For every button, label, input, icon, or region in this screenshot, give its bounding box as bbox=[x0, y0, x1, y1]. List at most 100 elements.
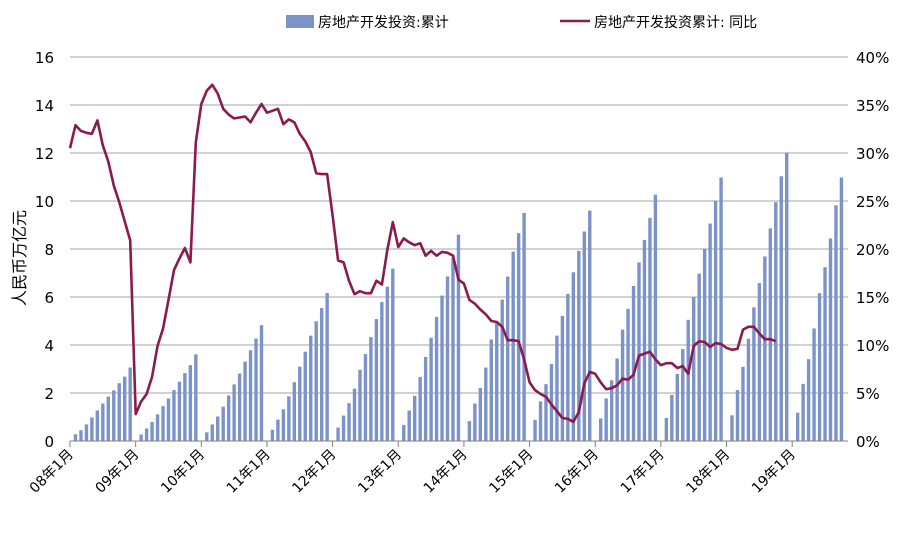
bar bbox=[254, 338, 258, 441]
bar bbox=[620, 329, 625, 441]
x-tick-label: 19年1月 bbox=[749, 447, 799, 497]
bar bbox=[505, 276, 510, 441]
bar bbox=[708, 223, 712, 441]
bar-series bbox=[73, 152, 844, 442]
bar bbox=[555, 335, 559, 441]
bar bbox=[73, 434, 78, 441]
bar bbox=[166, 398, 171, 441]
bar bbox=[533, 419, 537, 441]
x-tick-label: 16年1月 bbox=[552, 447, 602, 497]
x-tick-label: 13年1月 bbox=[355, 447, 405, 497]
bar bbox=[407, 410, 411, 441]
y-tick-label-right: 0% bbox=[856, 433, 880, 451]
bar bbox=[221, 406, 225, 441]
bar bbox=[538, 401, 543, 441]
bar bbox=[637, 262, 641, 441]
y-axis-label-left: 人民币万亿元 bbox=[10, 210, 29, 306]
bar bbox=[697, 273, 701, 441]
x-tick-label: 11年1月 bbox=[224, 447, 274, 497]
y-tick-label-right: 25% bbox=[856, 193, 889, 211]
bar bbox=[768, 228, 773, 441]
bar bbox=[664, 417, 669, 441]
bar bbox=[380, 302, 384, 441]
bar bbox=[347, 403, 351, 441]
bar bbox=[675, 374, 679, 441]
bar bbox=[319, 308, 324, 441]
legend: 房地产开发投资:累计 房地产开发投资累计: 同比 bbox=[286, 15, 757, 31]
y-tick-label-left: 14 bbox=[35, 97, 54, 115]
bar bbox=[795, 412, 800, 441]
y-tick-label-right: 5% bbox=[856, 385, 880, 403]
bar bbox=[292, 382, 297, 441]
bar bbox=[686, 319, 690, 441]
bar bbox=[341, 415, 346, 441]
bar bbox=[139, 434, 143, 441]
bar bbox=[812, 328, 816, 441]
bar bbox=[588, 210, 592, 441]
bar bbox=[489, 339, 493, 441]
y-tick-label-right: 10% bbox=[856, 337, 889, 355]
bar bbox=[374, 319, 379, 441]
legend-line-label: 房地产开发投资累计: 同比 bbox=[594, 15, 757, 31]
bar bbox=[440, 295, 444, 441]
yoy-line bbox=[68, 83, 777, 424]
y-tick-label-left: 12 bbox=[35, 145, 54, 163]
bar bbox=[205, 432, 209, 441]
bar bbox=[774, 202, 778, 441]
bar bbox=[352, 388, 357, 441]
right-axis-ticks: 0% 5% 10% 15% 20% 25% 30% 35% 40% bbox=[856, 49, 889, 451]
x-axis-ticks: 08年1月 09年1月 10年1月 11年1月 12年1月 13年1月 14年1月 15年1月… bbox=[27, 447, 799, 497]
y-tick-label-right: 15% bbox=[856, 289, 889, 307]
bar bbox=[713, 200, 718, 441]
bar bbox=[681, 349, 685, 441]
bar bbox=[615, 358, 619, 441]
bar bbox=[599, 418, 603, 441]
bar bbox=[604, 398, 608, 441]
bar bbox=[757, 283, 762, 441]
bar bbox=[128, 367, 132, 441]
y-tick-label-right: 20% bbox=[856, 241, 889, 259]
y-tick-label-right: 35% bbox=[856, 97, 889, 115]
y-tick-label-left: 2 bbox=[44, 385, 54, 403]
bar bbox=[144, 428, 149, 441]
bar bbox=[823, 267, 827, 441]
bar bbox=[248, 350, 253, 441]
y-tick-label-left: 10 bbox=[35, 193, 54, 211]
bar bbox=[309, 335, 313, 441]
bar bbox=[609, 380, 614, 441]
bar bbox=[467, 421, 472, 441]
bar bbox=[495, 321, 499, 441]
y-tick-label-right: 40% bbox=[856, 49, 889, 67]
bar bbox=[95, 410, 100, 441]
bar bbox=[325, 292, 329, 441]
bar bbox=[177, 381, 182, 441]
bar bbox=[155, 414, 160, 441]
y-tick-label-right: 30% bbox=[856, 145, 889, 163]
bar bbox=[369, 337, 373, 441]
bar bbox=[106, 396, 110, 441]
bar bbox=[412, 395, 417, 441]
bar bbox=[210, 424, 214, 441]
bar bbox=[631, 285, 636, 441]
bar bbox=[172, 390, 176, 441]
bar bbox=[423, 357, 428, 441]
left-axis-ticks: 0 2 4 6 8 10 12 14 16 bbox=[35, 49, 54, 451]
bar bbox=[226, 395, 231, 441]
bar bbox=[817, 293, 822, 441]
bar bbox=[582, 231, 586, 441]
bar bbox=[516, 233, 521, 441]
bar bbox=[473, 403, 477, 441]
bar bbox=[298, 366, 302, 441]
bar bbox=[281, 409, 286, 441]
bar bbox=[161, 406, 165, 441]
bar bbox=[402, 424, 406, 441]
bar bbox=[270, 429, 275, 441]
x-tick-label: 18年1月 bbox=[683, 447, 733, 497]
x-tick-label: 17年1月 bbox=[618, 447, 668, 497]
bar bbox=[84, 424, 89, 441]
bar bbox=[763, 256, 767, 441]
y-tick-label-left: 0 bbox=[44, 433, 54, 451]
bar bbox=[287, 396, 291, 441]
